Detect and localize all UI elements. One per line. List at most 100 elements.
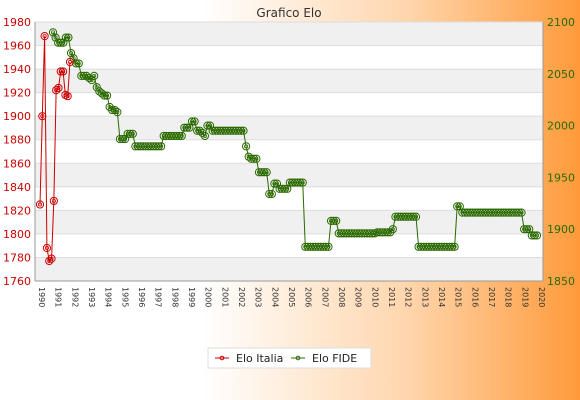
- elo-fide-point-inner: [184, 125, 189, 130]
- elo-fide-point: [59, 38, 68, 47]
- x-tick-label: 1997: [154, 287, 163, 307]
- chart-title: Grafico Elo: [256, 6, 321, 20]
- elo-fide-point: [51, 33, 60, 42]
- elo-fide-point-inner: [267, 191, 272, 196]
- elo-fide-point-inner: [205, 123, 210, 128]
- elo-italia-point: [38, 112, 47, 121]
- elo-fide-point: [177, 131, 186, 141]
- elo-fide-point-inner: [450, 244, 455, 249]
- elo-fide-point-inner: [110, 108, 115, 113]
- x-tick-label: 2009: [354, 287, 363, 307]
- x-tick-label: 2003: [254, 287, 263, 307]
- elo-fide-point-inner: [516, 210, 521, 215]
- y-tick-label-left: 1980: [3, 16, 31, 29]
- x-tick-label: 1993: [87, 287, 96, 307]
- elo-fide-point-inner: [51, 30, 56, 35]
- elo-italia-point: [40, 32, 49, 41]
- elo-fide-point-inner: [159, 144, 164, 149]
- elo-fide-point: [97, 89, 107, 98]
- elo-fide-point: [74, 59, 83, 68]
- x-tick-label: 2013: [420, 287, 429, 307]
- elo-fide-point: [260, 168, 269, 177]
- elo-fide-point-inner: [71, 56, 76, 61]
- elo-fide-point: [267, 189, 276, 199]
- elo-fide-point: [126, 129, 135, 138]
- elo-fide-point: [87, 75, 96, 85]
- elo-fide-point-inner: [300, 180, 305, 185]
- elo-fide-point: [190, 117, 199, 126]
- elo-fide-point-inner: [524, 227, 529, 232]
- elo-italia-point-inner: [56, 85, 61, 90]
- elo-fide-line: [52, 32, 537, 248]
- elo-fide-point: [64, 33, 73, 42]
- elo-fide-point: [84, 73, 94, 83]
- elo-fide-point: [324, 242, 333, 251]
- elo-fide-point: [82, 71, 91, 80]
- elo-fide-point: [236, 126, 246, 135]
- y-tick-label-left: 1900: [3, 110, 31, 123]
- y-tick-label-left: 1800: [3, 228, 31, 241]
- y-tick-label-left: 1960: [3, 40, 31, 53]
- elo-italia-point: [54, 83, 63, 93]
- elo-fide-point: [61, 33, 70, 42]
- elo-fide-point: [157, 142, 166, 151]
- elo-fide-point-inner: [535, 233, 540, 238]
- elo-fide-point-inner: [97, 89, 102, 94]
- elo-fide-point-inner: [115, 110, 120, 115]
- elo-fide-point: [239, 126, 248, 135]
- elo-fide-point: [517, 208, 526, 217]
- x-tick-label: 2020: [537, 287, 546, 307]
- x-tick-label: 2001: [220, 287, 229, 307]
- elo-fide-point-inner: [282, 186, 287, 191]
- elo-fide-point: [72, 59, 81, 68]
- elo-fide-point: [182, 123, 191, 132]
- elo-fide-point-inner: [69, 51, 74, 56]
- legend-box: [207, 347, 372, 369]
- elo-fide-point: [128, 129, 137, 138]
- x-tick-label: 2007: [320, 287, 329, 307]
- elo-fide-point-inner: [285, 186, 290, 191]
- x-tick-label: 2015: [454, 287, 463, 307]
- elo-fide-point-inner: [195, 128, 200, 133]
- elo-fide-point-inner: [76, 61, 81, 66]
- elo-fide-point: [175, 131, 184, 141]
- elo-fide-point: [95, 87, 104, 96]
- elo-fide-point: [66, 48, 76, 58]
- elo-fide-point: [48, 28, 58, 37]
- y-tick-label-left: 1920: [3, 87, 31, 100]
- elo-fide-point: [329, 216, 338, 226]
- elo-fide-point-inner: [272, 181, 277, 186]
- elo-fide-point-inner: [254, 156, 259, 161]
- legend-swatch-marker: [295, 355, 301, 361]
- elo-fide-point: [262, 168, 271, 177]
- elo-fide-point-inner: [58, 40, 63, 45]
- x-tick-label: 2011: [387, 287, 396, 307]
- y-tick-label-right: 1950: [547, 171, 575, 184]
- elo-fide-point-inner: [187, 125, 192, 130]
- elo-fide-point-inner: [177, 133, 182, 138]
- x-tick-label: 2006: [304, 287, 313, 307]
- x-tick-label: 2010: [370, 287, 379, 307]
- elo-italia-point: [45, 256, 54, 266]
- x-tick-label: 2004: [270, 287, 279, 307]
- elo-fide-point: [118, 134, 127, 144]
- elo-fide-point: [522, 225, 531, 234]
- elo-fide-point-inner: [66, 35, 71, 40]
- elo-italia-point: [58, 67, 68, 76]
- elo-fide-point-inner: [92, 73, 97, 78]
- elo-italia-point-inner: [42, 34, 47, 39]
- grid-band: [35, 116, 543, 140]
- elo-fide-point-inner: [331, 218, 336, 223]
- y-tick-label-right: 2100: [547, 16, 575, 29]
- elo-fide-point: [265, 189, 274, 199]
- elo-italia-point-inner: [47, 258, 52, 263]
- x-tick-label: 2014: [437, 287, 446, 307]
- x-tick-label: 2012: [404, 287, 413, 307]
- elo-fide-point-inner: [105, 93, 110, 98]
- x-tick-label: 1990: [37, 287, 46, 307]
- elo-italia-point-inner: [44, 246, 49, 251]
- legend-label-fide: Elo FIDE: [312, 352, 357, 365]
- elo-italia-point-inner: [68, 60, 73, 65]
- elo-fide-point-inner: [411, 214, 416, 219]
- y-tick-label-left: 1860: [3, 157, 31, 170]
